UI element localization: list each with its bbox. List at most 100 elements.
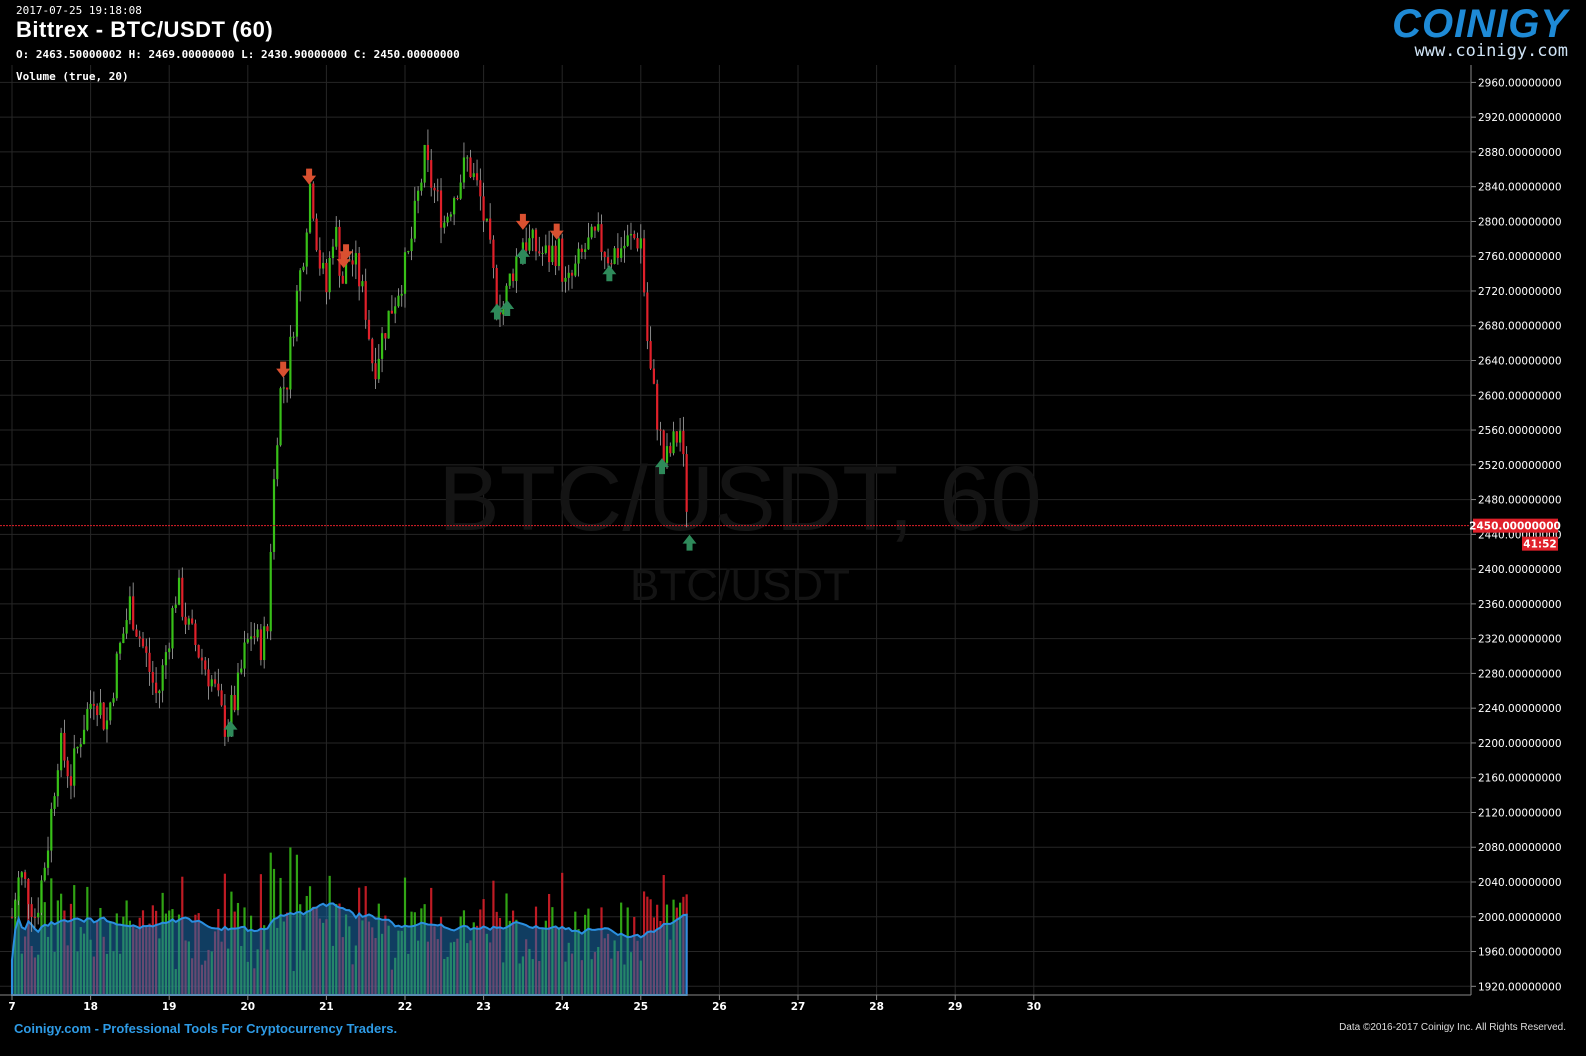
candle-up xyxy=(335,226,338,247)
candle-down xyxy=(636,238,639,249)
y-tick-label: 2040.00000000 xyxy=(1478,877,1562,889)
x-tick-label: 30 xyxy=(1026,1001,1041,1013)
candle-down xyxy=(69,776,73,786)
candle-up xyxy=(187,618,190,625)
candle-up xyxy=(105,720,109,730)
buy-signal-arrow xyxy=(489,303,504,320)
candle-up xyxy=(76,746,79,749)
candle-up xyxy=(122,633,125,644)
y-tick-label: 2640.00000000 xyxy=(1478,356,1562,368)
candle-up xyxy=(236,672,240,711)
candle-up xyxy=(295,290,299,337)
candle-down xyxy=(148,652,151,672)
candle-up xyxy=(115,653,118,699)
candle-down xyxy=(662,430,665,463)
candle-up xyxy=(397,295,400,307)
candle-down xyxy=(207,669,210,687)
y-tick-label: 2880.00000000 xyxy=(1478,147,1562,159)
buy-signal-arrow xyxy=(500,299,515,316)
candle-up xyxy=(584,249,587,252)
candle-down xyxy=(548,245,551,263)
footer-tagline[interactable]: Coinigy.com - Professional Tools For Cry… xyxy=(14,1021,398,1036)
candle-down xyxy=(646,292,649,342)
candle-up xyxy=(299,270,302,291)
footer-copyright: Data ©2016-2017 Coinigy Inc. All Rights … xyxy=(1339,1022,1566,1033)
candle-up xyxy=(380,333,384,359)
candle-up xyxy=(43,867,46,881)
candle-up xyxy=(158,690,161,694)
candle-up xyxy=(394,306,397,314)
candle-down xyxy=(511,273,515,282)
candle-up xyxy=(230,695,233,725)
y-tick-label: 2360.00000000 xyxy=(1478,599,1562,611)
volume-indicator-label[interactable]: Volume (true, 20) xyxy=(16,70,129,83)
logo-word: COINIGY xyxy=(1392,2,1568,46)
candle-down xyxy=(194,623,197,645)
candle-down xyxy=(669,446,672,454)
y-tick-label: 2800.00000000 xyxy=(1478,216,1562,228)
candle-up xyxy=(171,608,174,649)
candle-down xyxy=(482,196,485,221)
candle-down xyxy=(675,431,678,443)
candle-down xyxy=(358,253,361,287)
candle-down xyxy=(312,183,315,219)
candle-up xyxy=(449,214,452,217)
candle-up xyxy=(118,643,122,654)
candle-up xyxy=(574,263,577,276)
sell-signal-arrow xyxy=(515,213,530,230)
candle-up xyxy=(505,285,508,310)
candle-up xyxy=(322,262,325,269)
candle-up xyxy=(109,702,112,721)
candle-up xyxy=(289,336,292,390)
candle-down xyxy=(616,248,619,258)
candle-down xyxy=(682,430,685,455)
candle-down xyxy=(642,238,646,293)
candle-up xyxy=(79,744,82,747)
coinigy-logo[interactable]: COINIGY www.coinigy.com xyxy=(1392,2,1568,61)
candle-up xyxy=(361,281,364,287)
candle-up xyxy=(423,144,426,183)
candle-down xyxy=(286,387,289,390)
y-tick-label: 2920.00000000 xyxy=(1478,112,1562,124)
x-axis-ticks: 7 18 19 20 21 22 23 24 25 26 27 28 29 30 xyxy=(8,995,1041,1013)
x-tick-label: 20 xyxy=(240,1001,255,1013)
candle-up xyxy=(557,238,561,266)
candle-up xyxy=(168,648,171,653)
candle-down xyxy=(92,703,95,706)
watermark-main: BTC/USDT, 60 xyxy=(438,448,1041,550)
candle-down xyxy=(633,234,636,239)
candle-up xyxy=(112,698,115,703)
candle-down xyxy=(374,363,377,380)
chart-grid xyxy=(0,65,1470,995)
candle-up xyxy=(515,256,518,282)
candle-up xyxy=(567,272,570,278)
candle-down xyxy=(534,229,538,252)
x-tick-label: 18 xyxy=(83,1001,98,1013)
candles xyxy=(10,129,688,932)
candle-down xyxy=(132,596,135,630)
candle-up xyxy=(46,850,50,868)
candle-up xyxy=(328,258,331,293)
x-tick-label: 23 xyxy=(476,1001,491,1013)
candle-down xyxy=(213,679,217,684)
candle-down xyxy=(371,339,374,364)
candle-up xyxy=(466,157,469,159)
x-tick-label: 25 xyxy=(633,1001,648,1013)
candle-down xyxy=(66,760,69,777)
candle-up xyxy=(472,173,475,178)
candle-up xyxy=(174,604,177,609)
candle-up xyxy=(37,912,40,918)
candle-up xyxy=(292,336,295,338)
candle-up xyxy=(161,665,164,691)
candle-down xyxy=(135,629,138,637)
ohlc-readout: O: 2463.50000002 H: 2469.00000000 L: 243… xyxy=(16,48,460,61)
candle-down xyxy=(200,657,204,661)
candle-down xyxy=(433,187,436,191)
candle-up xyxy=(276,445,279,480)
candle-down xyxy=(439,190,443,228)
volume-moving-average xyxy=(11,902,688,996)
buy-signal-arrow xyxy=(682,534,697,551)
candle-up xyxy=(73,748,76,786)
candle-up xyxy=(354,253,357,265)
